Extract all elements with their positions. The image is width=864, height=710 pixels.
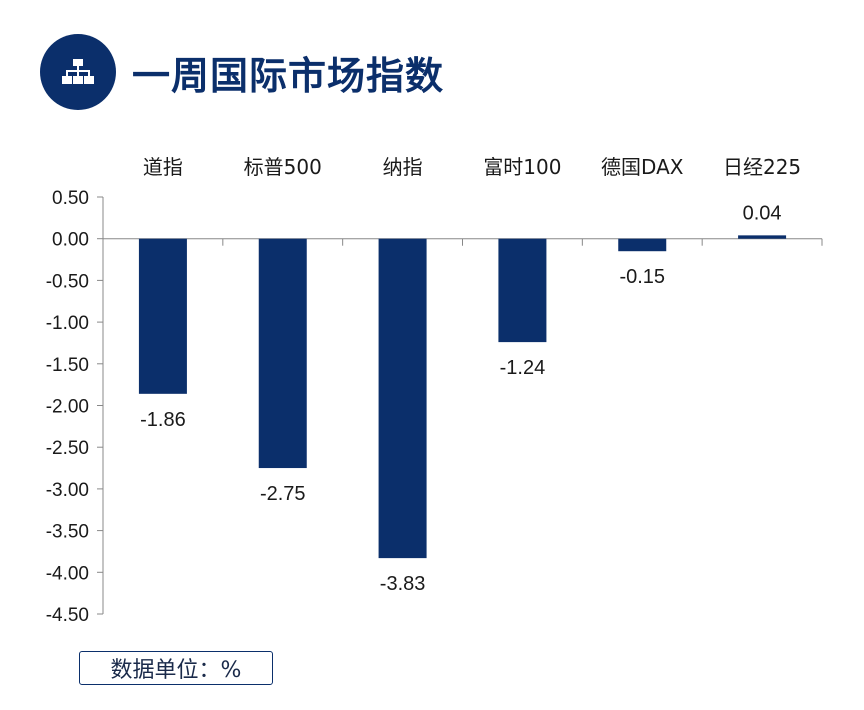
- data-label: 0.04: [743, 202, 782, 224]
- header: 一周国际市场指数: [40, 34, 444, 110]
- y-tick-label: 0.00: [52, 230, 89, 251]
- data-label: -3.83: [380, 573, 426, 595]
- y-tick-label: -3.00: [46, 480, 89, 501]
- bar: [138, 238, 187, 394]
- y-tick-label: -2.50: [46, 438, 89, 459]
- y-tick-label: -2.00: [46, 397, 89, 418]
- y-tick-label: -4.50: [46, 605, 89, 626]
- bar: [378, 238, 427, 559]
- y-tick-label: -3.50: [46, 522, 89, 543]
- bar: [258, 238, 307, 469]
- y-tick-label: -4.00: [46, 563, 89, 584]
- category-label: 富时100: [483, 155, 561, 179]
- bar: [738, 235, 787, 239]
- category-label: 日经225: [723, 155, 801, 179]
- y-tick-label: 0.50: [52, 188, 89, 209]
- category-label: 德国DAX: [601, 155, 684, 179]
- y-tick-label: -1.50: [46, 355, 89, 376]
- bar: [498, 238, 547, 343]
- category-label: 纳指: [383, 155, 423, 179]
- category-label: 道指: [143, 155, 183, 179]
- y-tick-label: -1.00: [46, 313, 89, 334]
- data-label: -1.86: [140, 409, 186, 431]
- sitemap-icon: [40, 34, 116, 110]
- unit-note: 数据单位：%: [79, 651, 273, 685]
- data-label: -2.75: [260, 483, 306, 505]
- data-label: -0.15: [619, 266, 665, 288]
- bar: [618, 238, 667, 252]
- page-title: 一周国际市场指数: [132, 53, 445, 98]
- category-label: 标普500: [244, 155, 322, 179]
- data-label: -1.24: [500, 357, 546, 379]
- y-tick-label: -0.50: [46, 271, 89, 292]
